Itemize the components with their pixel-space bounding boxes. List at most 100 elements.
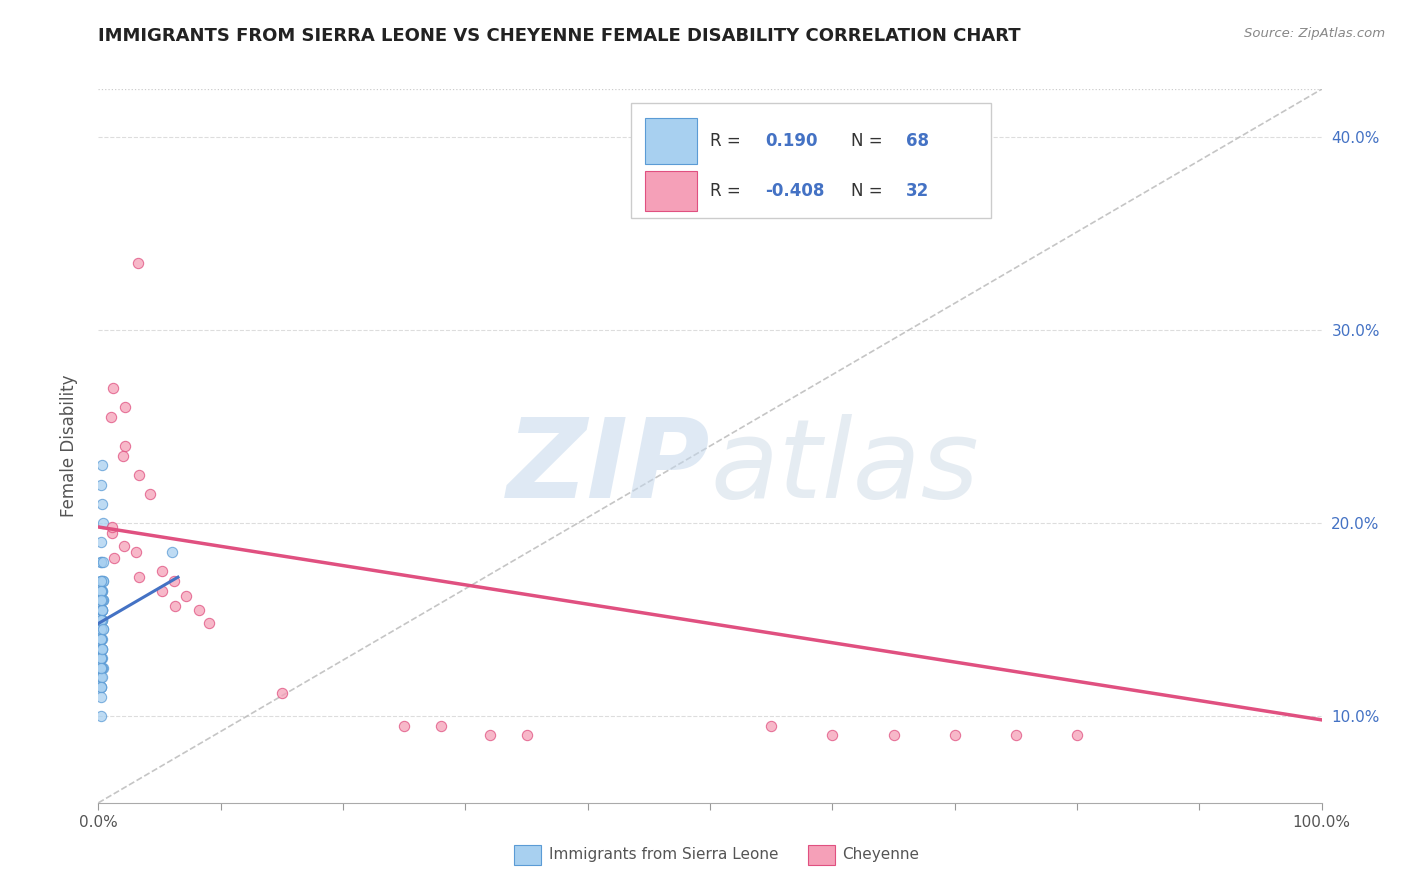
Point: [114, 439, 136, 453]
Point: [91, 574, 114, 588]
Point: [90, 632, 112, 646]
Text: ZIP: ZIP: [506, 414, 710, 521]
FancyBboxPatch shape: [808, 845, 835, 865]
Point: [761, 719, 783, 733]
Point: [91, 613, 114, 627]
Text: Source: ZipAtlas.com: Source: ZipAtlas.com: [1244, 27, 1385, 40]
Point: [101, 381, 124, 395]
Point: [91, 632, 114, 646]
Point: [90, 680, 112, 694]
Point: [90, 574, 112, 588]
Point: [515, 728, 537, 742]
Point: [91, 613, 114, 627]
Point: [91, 622, 114, 636]
Point: [90, 651, 112, 665]
FancyBboxPatch shape: [515, 845, 541, 865]
Point: [90, 680, 112, 694]
Text: atlas: atlas: [710, 414, 979, 521]
Point: [91, 583, 114, 598]
Text: R =: R =: [710, 182, 747, 200]
Point: [91, 603, 114, 617]
Point: [821, 728, 844, 742]
Point: [91, 516, 114, 530]
Point: [90, 622, 112, 636]
Point: [112, 539, 135, 553]
Point: [91, 641, 114, 656]
Point: [90, 680, 112, 694]
Text: 32: 32: [905, 182, 929, 200]
Point: [91, 613, 114, 627]
Point: [160, 545, 183, 559]
Point: [90, 670, 112, 684]
Point: [91, 603, 114, 617]
Point: [943, 728, 966, 742]
Point: [91, 641, 114, 656]
Point: [187, 603, 209, 617]
Point: [90, 593, 112, 607]
Point: [91, 661, 114, 675]
Point: [127, 256, 149, 270]
Point: [91, 555, 114, 569]
Point: [90, 574, 112, 588]
Point: [91, 593, 114, 607]
Point: [91, 661, 114, 675]
Y-axis label: Female Disability: Female Disability: [59, 375, 77, 517]
Point: [90, 613, 112, 627]
Point: [392, 719, 416, 733]
Point: [114, 401, 136, 415]
Text: IMMIGRANTS FROM SIERRA LEONE VS CHEYENNE FEMALE DISABILITY CORRELATION CHART: IMMIGRANTS FROM SIERRA LEONE VS CHEYENNE…: [98, 27, 1021, 45]
Point: [90, 574, 112, 588]
Point: [176, 590, 198, 604]
Point: [270, 686, 294, 700]
Point: [90, 613, 112, 627]
Point: [90, 651, 112, 665]
Point: [197, 616, 219, 631]
Point: [90, 641, 112, 656]
Point: [90, 555, 112, 569]
Point: [150, 565, 173, 579]
Point: [430, 719, 453, 733]
Point: [90, 661, 112, 675]
Point: [91, 641, 114, 656]
Point: [90, 641, 112, 656]
Text: R =: R =: [710, 132, 747, 150]
Point: [91, 603, 114, 617]
Text: N =: N =: [851, 132, 887, 150]
Point: [90, 583, 112, 598]
Point: [90, 583, 112, 598]
FancyBboxPatch shape: [645, 118, 696, 164]
Point: [91, 583, 114, 598]
Point: [91, 497, 114, 511]
Point: [90, 709, 112, 723]
Point: [90, 555, 112, 569]
Point: [165, 599, 187, 613]
Point: [101, 520, 124, 534]
Point: [90, 632, 112, 646]
Point: [91, 661, 114, 675]
Point: [128, 570, 150, 584]
Text: -0.408: -0.408: [765, 182, 824, 200]
Point: [1066, 728, 1088, 742]
Point: [163, 574, 186, 588]
Point: [91, 651, 114, 665]
Point: [90, 632, 112, 646]
Point: [101, 525, 124, 540]
Point: [90, 661, 112, 675]
Point: [90, 632, 112, 646]
Point: [90, 690, 112, 704]
Text: 0.190: 0.190: [765, 132, 817, 150]
Point: [91, 593, 114, 607]
FancyBboxPatch shape: [630, 103, 991, 218]
Point: [478, 728, 501, 742]
Point: [139, 487, 162, 501]
Point: [90, 651, 112, 665]
Point: [150, 583, 173, 598]
Point: [100, 410, 122, 425]
Point: [1004, 728, 1026, 742]
Point: [125, 545, 148, 559]
FancyBboxPatch shape: [645, 171, 696, 211]
Point: [91, 593, 114, 607]
Point: [90, 651, 112, 665]
Point: [90, 670, 112, 684]
Point: [91, 670, 114, 684]
